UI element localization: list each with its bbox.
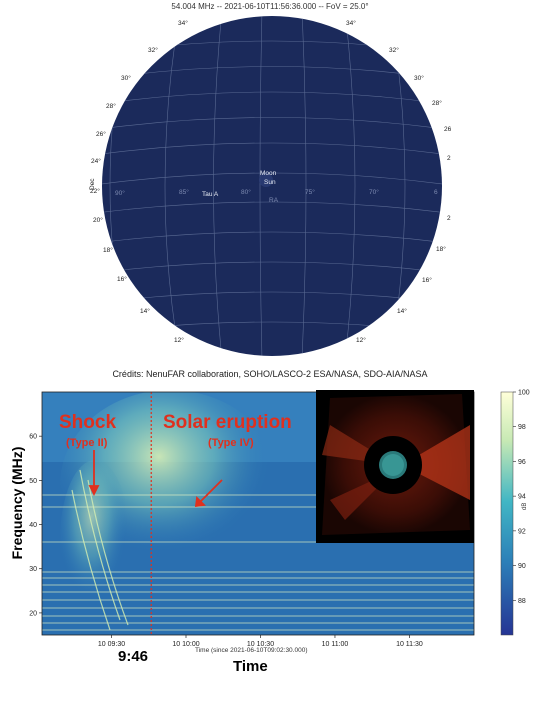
sky-map: 34° 32° 30° 28° 26° 24° 22° 20° 18° 16° …	[89, 16, 452, 356]
annotation-shock: Shock	[59, 412, 116, 433]
sky-disk	[102, 16, 442, 356]
dec-tick-right: 30°	[414, 74, 424, 82]
y-tick-label: 60	[29, 434, 37, 441]
colorbar	[500, 391, 514, 636]
dec-tick-left: 26°	[96, 130, 106, 138]
dec-tick-right: 32°	[389, 46, 399, 54]
y-tick-label: 50	[29, 478, 37, 485]
source-label-sun: Sun	[264, 179, 276, 186]
annotation-eruption-type: (Type IV)	[208, 437, 254, 449]
dec-tick-right: 28°	[432, 99, 442, 107]
colorbar-tick-label: 92	[518, 528, 526, 535]
dec-tick-right: 14°	[397, 307, 407, 315]
dec-axis-label: Dec	[89, 178, 96, 190]
dec-tick-left: 14°	[140, 307, 150, 315]
source-label-moon: Moon	[260, 170, 277, 177]
dec-tick-left: 34°	[178, 19, 188, 27]
frequency-label: Frequency (MHz)	[9, 446, 25, 560]
dec-tick-left: 12°	[174, 336, 184, 344]
colorbar-tick-label: 96	[518, 459, 526, 466]
dec-tick-left: 24°	[91, 157, 101, 165]
annotation-eruption: Solar eruption	[163, 412, 292, 433]
ra-tick: 6	[434, 189, 438, 196]
x-tick-label: 10 09:30	[98, 641, 125, 648]
dec-tick-right: 26	[444, 126, 452, 133]
source-label-tau-a: Tau A	[202, 191, 219, 198]
lasco-inset	[316, 390, 474, 543]
eruption-arrow	[200, 479, 223, 502]
colorbar-label: dB	[522, 503, 528, 510]
colorbar-tick-label: 98	[518, 424, 526, 431]
dec-tick-left: 30°	[121, 74, 131, 82]
y-tick-label: 40	[29, 522, 37, 529]
dec-tick-right: 12°	[356, 336, 366, 344]
dec-tick-right: 18°	[436, 245, 446, 253]
colorbar-ticks: 88 90 92 94 96 98 100	[513, 390, 530, 605]
y-tick-label: 20	[29, 610, 37, 617]
x-axis-label: Time (since 2021-06-10T09:02:30.000)	[195, 647, 308, 654]
dec-tick-right: 16°	[422, 276, 432, 284]
x-tick-label: 10 10:00	[172, 641, 199, 648]
dec-tick-left: 20°	[93, 216, 103, 224]
dec-tick-left: 32°	[148, 46, 158, 54]
colorbar-tick-label: 90	[518, 563, 526, 570]
dec-tick-left: 28°	[106, 102, 116, 110]
ra-tick: 90°	[115, 189, 125, 197]
annotation-shock-type: (Type II)	[66, 437, 108, 449]
dec-tick-left: 18°	[103, 246, 113, 254]
dec-tick-right: 2	[447, 155, 451, 162]
x-tick-label: 10 11:30	[396, 641, 423, 648]
x-tick-label: 10 11:00	[322, 641, 349, 648]
x-tick-label: 10 10:30	[247, 641, 274, 648]
ra-axis-label: RA	[269, 197, 279, 204]
sky-map-title: 54.004 MHz -- 2021-06-10T11:56:36.000 --…	[171, 2, 369, 11]
time-label: Time	[233, 658, 268, 675]
credits-line: Crédits: NenuFAR collaboration, SOHO/LAS…	[112, 369, 428, 379]
x-axis: 10 09:30 10 10:00 10 10:30 10 11:00 10 11:30	[98, 635, 423, 648]
dynamic-spectrum: 20 30 40 50 60 10 09:30 10 10:00 10 10:30 10 11…	[29, 390, 530, 649]
ra-tick: 75°	[305, 188, 315, 196]
shock-arrow-head	[88, 485, 100, 497]
ra-tick: 70°	[369, 188, 379, 196]
colorbar-tick-label: 88	[518, 598, 526, 605]
marker-time-label: 9:46	[118, 648, 149, 665]
ra-tick: 80°	[241, 188, 251, 196]
sun-glow	[259, 173, 273, 187]
y-axis: 20 30 40 50 60	[29, 434, 42, 617]
dec-tick-left: 16°	[117, 275, 127, 283]
colorbar-tick-label: 94	[518, 494, 526, 501]
dec-tick-right: 2	[447, 215, 451, 222]
dec-tick-right: 34°	[346, 19, 356, 27]
colorbar-tick-label: 100	[518, 390, 530, 397]
eruption-arrow-head	[194, 496, 206, 508]
dec-tick-left: 22°	[90, 187, 100, 195]
y-tick-label: 30	[29, 566, 37, 573]
ra-tick: 85°	[179, 188, 189, 196]
